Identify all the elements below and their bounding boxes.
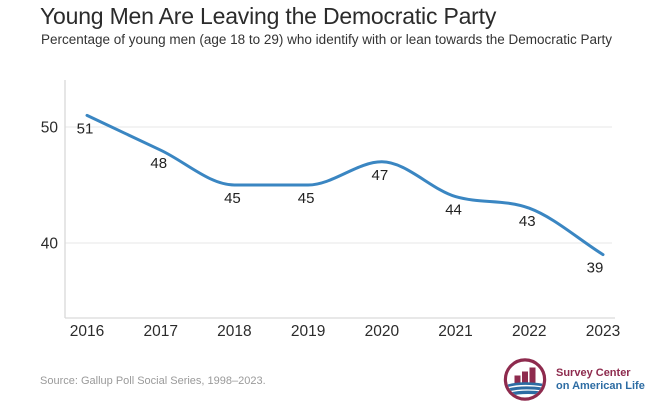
- y-tick-label: 50: [41, 120, 59, 137]
- x-tick-label: 2018: [217, 323, 251, 340]
- survey-center-logo-icon: [503, 358, 547, 401]
- data-label: 45: [298, 190, 315, 207]
- data-label: 51: [77, 120, 94, 137]
- x-tick-label: 2019: [291, 323, 325, 340]
- data-label: 47: [371, 167, 388, 184]
- source-note: Source: Gallup Poll Social Series, 1998–…: [40, 375, 266, 387]
- data-label: 45: [224, 190, 241, 207]
- logo-wave-1: [507, 382, 543, 389]
- logo-text-line1: Survey Center: [556, 367, 631, 379]
- chart-title: Young Men Are Leaving the Democratic Par…: [40, 3, 497, 29]
- data-label: 48: [150, 155, 167, 172]
- data-label: 39: [587, 260, 604, 277]
- logo-bar-medium: [522, 371, 528, 385]
- survey-center-logo-text: Survey Center on American Life: [556, 367, 645, 392]
- logo-text-line2: on American Life: [556, 379, 645, 392]
- logo-bar-small: [514, 375, 521, 385]
- data-label: 44: [445, 202, 462, 219]
- data-label: 43: [519, 213, 536, 230]
- y-tick-label: 40: [41, 236, 59, 253]
- chart-subtitle: Percentage of young men (age 18 to 29) w…: [41, 32, 613, 47]
- survey-center-logo: Survey Center on American Life: [502, 356, 645, 403]
- logo-bar-tall: [529, 367, 536, 385]
- x-tick-label: 2016: [70, 323, 104, 340]
- x-tick-label: 2023: [586, 323, 620, 340]
- trend-line: [85, 113, 605, 257]
- x-tick-label: 2020: [365, 323, 400, 340]
- x-tick-label: 2017: [143, 323, 177, 340]
- x-tick-label: 2021: [438, 323, 472, 340]
- x-tick-label: 2022: [512, 323, 546, 340]
